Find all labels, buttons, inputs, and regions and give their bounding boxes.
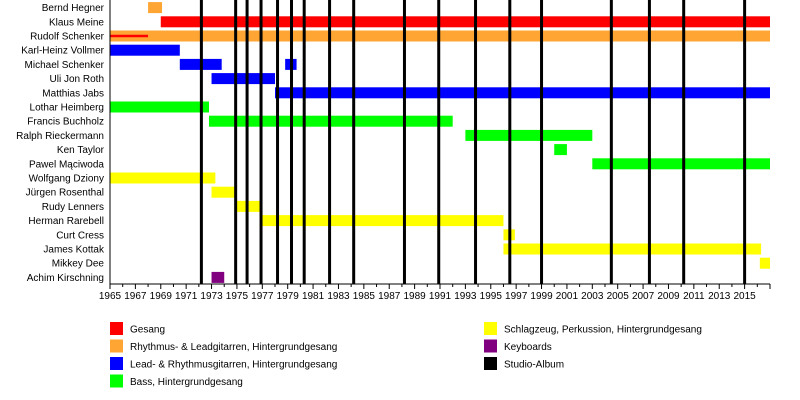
x-tick-label-2011: 2011 [683,291,705,302]
legend-label-bass-hintergrundgesang: Bass, Hintergrundgesang [130,377,243,388]
x-tick-label-1981: 1981 [302,291,325,302]
member-label-uli-jon-roth: Uli Jon Roth [50,74,104,85]
x-tick-label-1973: 1973 [200,291,223,302]
x-tick-label-2009: 2009 [657,291,680,302]
bar-klaus-meine-0 [160,16,770,28]
legend-label-keyboards: Keyboards [504,342,552,353]
member-label-karl-heinz-vollmer: Karl-Heinz Vollmer [21,46,104,57]
legend-swatch-lead-rhythmusgitarren-hintergrundgesang [110,357,123,370]
member-label-pawel-maciwoda: Pawel Mąciwoda [29,159,104,170]
member-label-achim-kirschning: Achim Kirschning [27,273,104,284]
member-label-bernd-hegner: Bernd Hegner [42,3,105,14]
x-tick-label-1999: 1999 [530,291,553,302]
x-tick-label-1971: 1971 [175,291,198,302]
x-axis: 1965 1967 1969 1971 1973 1975 1977 1979 1981 1983… [99,0,771,302]
member-label-james-kottak: James Kottak [43,245,105,256]
member-label-ken-taylor: Ken Taylor [57,145,105,156]
x-tick-label-2015: 2015 [733,291,756,302]
bar-rudolf-schenker-1 [110,34,149,38]
x-tick-label-1987: 1987 [378,291,401,302]
bar-jurgen-rosenthal-0 [211,186,236,198]
legend-label-gesang: Gesang [130,325,165,336]
bar-matthias-jabs-0 [275,87,770,99]
bar-herman-rarebell-0 [262,215,504,227]
bar-james-kottak-0 [503,243,762,255]
x-tick-label-1975: 1975 [226,291,249,302]
legend-swatch-studio-album [484,357,497,370]
bar-wolfgang-dziony-0 [110,172,216,184]
bar-rudy-lenners-0 [236,200,262,212]
member-label-jurgen-rosenthal: Jürgen Rosenthal [26,188,104,199]
member-label-klaus-meine: Klaus Meine [49,17,104,28]
member-label-wolfgang-dziony: Wolfgang Dziony [29,174,104,185]
bar-ken-taylor-0 [554,144,567,156]
legend-swatch-keyboards [484,339,497,353]
legend-swatch-gesang [110,322,123,335]
member-label-francis-buchholz: Francis Buchholz [27,117,104,128]
x-tick-label-1995: 1995 [480,291,503,302]
x-tick-label-2005: 2005 [607,291,630,302]
bar-achim-kirschning-0 [211,271,225,283]
x-tick-label-1977: 1977 [251,291,274,302]
x-tick-label-1965: 1965 [99,291,122,302]
member-label-mikkey-dee: Mikkey Dee [52,259,105,270]
member-labels: Bernd Hegner Klaus Meine Rudolf Schenker Ka… [16,3,105,284]
bar-karl-heinz-vollmer-0 [110,44,180,56]
x-tick-label-2001: 2001 [556,291,579,302]
legend-label-rhythmus-leadgitarren-hintergrundgesang: Rhythmus- & Leadgitarren, Hintergrundges… [130,342,337,353]
x-tick-label-1985: 1985 [353,291,376,302]
bar-pawel-maciwoda-0 [592,158,770,170]
x-tick-label-1969: 1969 [150,291,173,302]
x-tick-label-1967: 1967 [124,291,147,302]
member-label-ralph-rieckermann: Ralph Rieckermann [16,131,104,142]
x-tick-label-1991: 1991 [429,291,452,302]
x-tick-label-2007: 2007 [632,291,655,302]
bar-mikkey-dee-0 [759,257,770,269]
bar-ralph-rieckermann-0 [465,129,593,141]
bar-uli-jon-roth-0 [211,73,275,85]
studio-album-lines [199,0,747,284]
x-tick-label-1979: 1979 [277,291,300,302]
member-label-herman-rarebell: Herman Rarebell [28,216,104,227]
legend-label-schlagzeug-perkussion-hintergrundgesang: Schlagzeug, Perkussion, Hintergrundgesan… [504,325,702,336]
member-label-curt-cress: Curt Cress [56,230,104,241]
member-label-rudolf-schenker: Rudolf Schenker [30,32,105,43]
x-tick-label-2013: 2013 [708,291,731,302]
member-label-rudy-lenners: Rudy Lenners [42,202,104,213]
x-tick-label-1997: 1997 [505,291,528,302]
legend-label-studio-album: Studio-Album [504,360,564,371]
bar-bernd-hegner-0 [148,2,163,14]
member-label-michael-schenker: Michael Schenker [25,60,105,71]
x-tick-label-1983: 1983 [327,291,350,302]
legend-swatch-bass-hintergrundgesang [110,374,123,388]
legend-swatch-schlagzeug-perkussion-hintergrundgesang [484,322,497,335]
legend: Gesang Rhythmus- & Leadgitarren, Hintergr… [110,322,702,388]
legend-label-lead-rhythmusgitarren-hintergrundgesang: Lead- & Rhythmusgitarren, Hintergrundges… [130,360,337,371]
x-tick-label-2003: 2003 [581,291,604,302]
bar-lothar-heimberg-0 [110,101,209,113]
x-tick-label-1989: 1989 [403,291,426,302]
member-label-lothar-heimberg: Lothar Heimberg [30,103,104,114]
x-tick-label-1993: 1993 [454,291,477,302]
legend-swatch-rhythmus-leadgitarren-hintergrundgesang [110,339,123,353]
member-label-matthias-jabs: Matthias Jabs [42,88,104,99]
